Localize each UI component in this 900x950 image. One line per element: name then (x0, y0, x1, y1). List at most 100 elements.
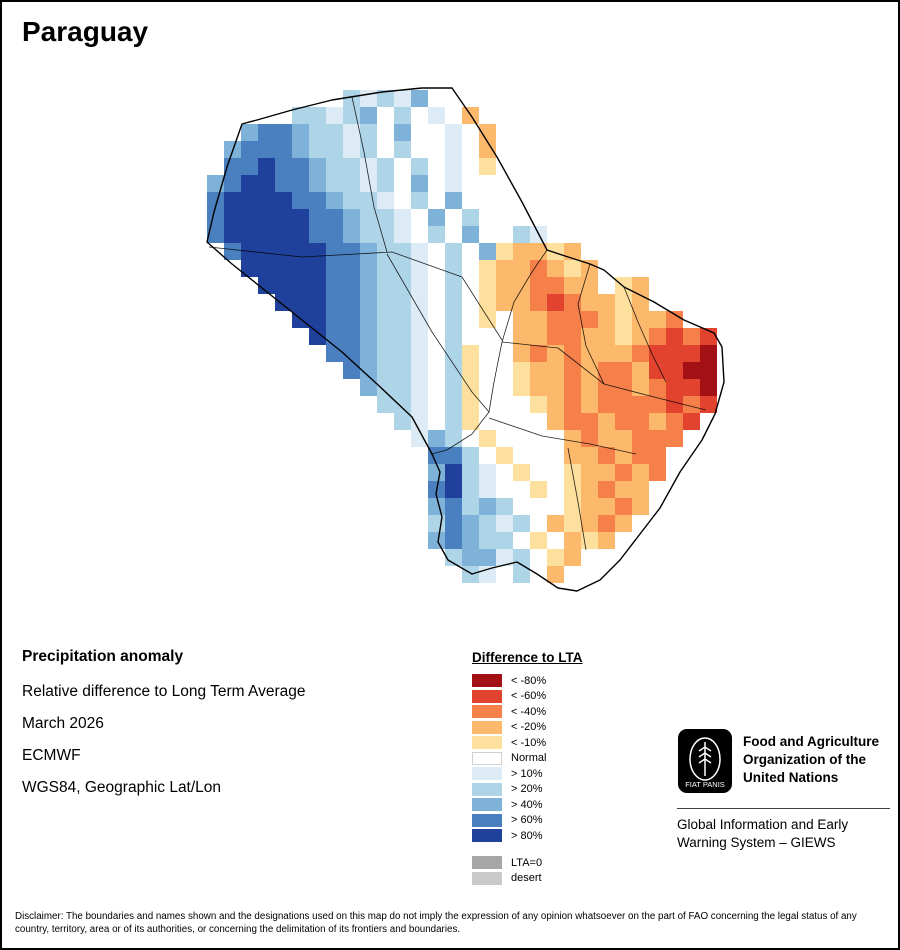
map-cell (496, 549, 513, 566)
map-cell (377, 192, 394, 209)
map-cell (258, 124, 275, 141)
map-cell (445, 226, 462, 243)
map-cell (411, 362, 428, 379)
legend-swatch (472, 813, 502, 827)
map-cell (700, 362, 717, 379)
map-cell (428, 311, 445, 328)
map-cell (224, 209, 241, 226)
map-cell (241, 175, 258, 192)
map-cell (581, 294, 598, 311)
map-cell (530, 515, 547, 532)
map-cell (581, 464, 598, 481)
map-cell (411, 192, 428, 209)
map-cell (207, 175, 224, 192)
map-cell (632, 379, 649, 396)
map-cell (496, 379, 513, 396)
map-cell (530, 362, 547, 379)
map-cell (615, 379, 632, 396)
map-cell (632, 328, 649, 345)
map-cell (343, 175, 360, 192)
map-cell (462, 226, 479, 243)
map-cell (428, 107, 445, 124)
map-cell (445, 175, 462, 192)
map-cell (360, 311, 377, 328)
map-cell (649, 362, 666, 379)
map-info-heading: Precipitation anomaly (22, 648, 184, 665)
map-cell (462, 430, 479, 447)
map-cell (428, 396, 445, 413)
map-cell (394, 226, 411, 243)
map-cell (326, 243, 343, 260)
map-cell (377, 90, 394, 107)
legend-swatch (472, 736, 502, 749)
map-cell (564, 481, 581, 498)
map-cell (394, 260, 411, 277)
map-cell (343, 209, 360, 226)
map-cell (462, 243, 479, 260)
map-cell (598, 396, 615, 413)
map-cell (292, 260, 309, 277)
map-cell (394, 396, 411, 413)
map-cell (632, 294, 649, 311)
map-cell (377, 379, 394, 396)
map-cell (649, 345, 666, 362)
map-cell (547, 260, 564, 277)
map-cell (258, 192, 275, 209)
map-cell (666, 430, 683, 447)
map-cell (564, 260, 581, 277)
map-cell (445, 277, 462, 294)
map-cell (462, 192, 479, 209)
map-cell (649, 464, 666, 481)
map-cell (275, 209, 292, 226)
map-cell (564, 277, 581, 294)
map-cell (547, 328, 564, 345)
map-cell (428, 498, 445, 515)
map-cell (462, 396, 479, 413)
map-cell (428, 294, 445, 311)
map-cell (496, 515, 513, 532)
map-cell (326, 124, 343, 141)
map-cell (513, 328, 530, 345)
map-cell (547, 532, 564, 549)
map-cell (530, 413, 547, 430)
map-cell (394, 192, 411, 209)
map-cell (615, 498, 632, 515)
map-cell (496, 532, 513, 549)
fao-divider (677, 808, 890, 809)
map-cell (513, 464, 530, 481)
map-cell (428, 90, 445, 107)
map-cell (496, 260, 513, 277)
map-cell (479, 549, 496, 566)
map-cell (598, 277, 615, 294)
map-cell (343, 277, 360, 294)
map-cell (683, 379, 700, 396)
map-cell (666, 328, 683, 345)
map-cell (649, 328, 666, 345)
map-cell (496, 226, 513, 243)
map-cell (479, 464, 496, 481)
map-cell (530, 379, 547, 396)
map-cell (632, 498, 649, 515)
fao-logo-icon: FIAT PANIS (678, 729, 732, 793)
map-cell (547, 396, 564, 413)
map-cell (598, 515, 615, 532)
legend-swatch (472, 798, 502, 811)
map-cell (649, 447, 666, 464)
map-cell (462, 158, 479, 175)
map-cell (530, 294, 547, 311)
legend-item: > 40% (472, 798, 583, 811)
map-cell (377, 294, 394, 311)
legend-item: > 20% (472, 782, 583, 796)
map-cell (496, 481, 513, 498)
map-cell (377, 175, 394, 192)
map-cell (343, 311, 360, 328)
map-cell (258, 209, 275, 226)
map-cell (241, 192, 258, 209)
map-cell (496, 345, 513, 362)
map-cell (530, 464, 547, 481)
map-cell (530, 260, 547, 277)
map-cell (292, 124, 309, 141)
map-cell (496, 311, 513, 328)
map-cell (615, 294, 632, 311)
map-cell (479, 175, 496, 192)
